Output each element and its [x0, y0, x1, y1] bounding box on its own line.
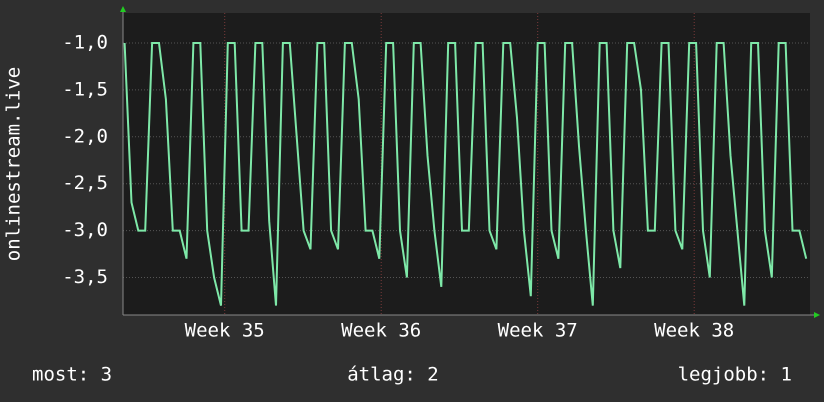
y-arrow — [120, 6, 126, 12]
y-tick-label: -2,5 — [62, 172, 108, 194]
x-tick-label: Week 35 — [185, 320, 265, 342]
footer-best: legjobb: 1 — [678, 364, 792, 386]
y-tick-label: -1,0 — [62, 32, 108, 54]
x-tick-label: Week 37 — [498, 320, 578, 342]
footer-current: most: 3 — [32, 364, 112, 386]
x-tick-label: Week 36 — [341, 320, 421, 342]
x-tick-label: Week 38 — [654, 320, 734, 342]
footer-average: átlag: 2 — [347, 364, 439, 386]
y-tick-label: -3,5 — [62, 266, 108, 288]
plot-area — [123, 13, 810, 315]
y-axis-label: onlinestream.live — [3, 67, 25, 261]
data-line — [123, 42, 808, 306]
x-arrow — [814, 312, 820, 318]
y-tick-label: -2,0 — [62, 125, 108, 147]
y-tick-label: -3,0 — [62, 219, 108, 241]
y-tick-label: -1,5 — [62, 78, 108, 100]
